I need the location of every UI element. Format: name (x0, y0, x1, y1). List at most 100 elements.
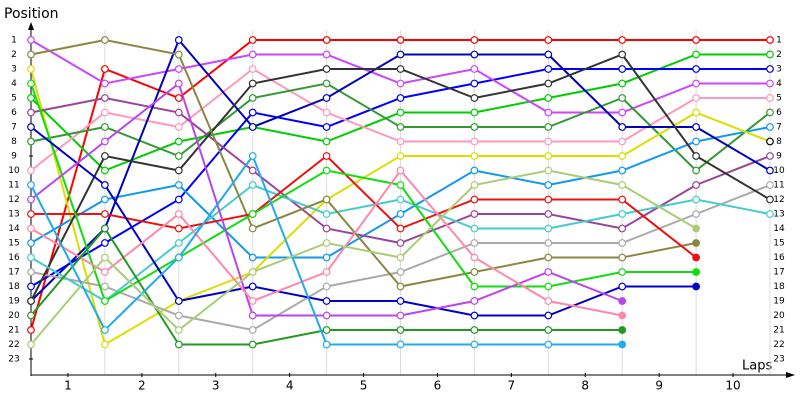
point (174, 94, 183, 102)
point (618, 195, 627, 204)
point (544, 79, 553, 88)
point (396, 36, 405, 44)
point (692, 224, 700, 233)
x-tick-label: 3 (212, 379, 220, 393)
y-axis-label: Position (4, 6, 59, 22)
y-tick-label: 20 (8, 311, 20, 321)
y-tick-label-right: 20 (773, 311, 785, 321)
point (174, 166, 183, 175)
point (470, 65, 479, 73)
point (27, 268, 35, 276)
point (396, 166, 405, 175)
point (27, 311, 35, 320)
point (322, 253, 331, 262)
point (618, 123, 627, 131)
point (248, 297, 257, 305)
point (174, 108, 183, 117)
point (322, 311, 331, 320)
x-tick-label: 7 (508, 379, 516, 393)
point (322, 297, 331, 305)
point (618, 224, 627, 233)
point (100, 94, 109, 102)
point (27, 181, 35, 189)
point (100, 195, 109, 204)
point (692, 108, 700, 117)
y-tick-label: 2 (11, 50, 17, 60)
point (174, 210, 183, 218)
x-tick-label: 5 (360, 379, 368, 393)
point (100, 340, 109, 349)
point (692, 137, 700, 146)
point (396, 210, 405, 218)
point (27, 94, 35, 102)
point (618, 181, 627, 189)
point (766, 166, 774, 175)
point (618, 210, 627, 218)
point (692, 181, 700, 189)
y-tick-label: 9 (11, 152, 17, 162)
point (322, 94, 331, 102)
point (396, 181, 405, 189)
point (248, 326, 257, 334)
point (322, 79, 331, 88)
y-tick-label-right: 22 (773, 340, 784, 350)
point (692, 253, 700, 262)
point (100, 65, 109, 73)
y-tick-label: 21 (8, 326, 19, 336)
point (396, 239, 405, 247)
point (618, 36, 627, 44)
point (544, 268, 553, 276)
point (174, 123, 183, 131)
point (248, 181, 257, 189)
x-tick-label: 6 (434, 379, 442, 393)
point (618, 50, 627, 59)
point (100, 36, 109, 44)
y-tick-label: 1 (11, 36, 17, 46)
point (100, 181, 109, 189)
point (470, 268, 479, 276)
point (100, 268, 109, 276)
point (248, 253, 257, 262)
point (322, 50, 331, 59)
y-tick-label-right: 12 (773, 195, 784, 205)
point (766, 137, 774, 146)
point (174, 195, 183, 204)
x-axis-label: Laps (742, 359, 772, 374)
point (470, 123, 479, 131)
point (618, 253, 627, 262)
point (766, 123, 774, 131)
point (27, 65, 35, 73)
point (692, 166, 700, 175)
y-tick-label-right: 4 (776, 79, 782, 89)
point (470, 253, 479, 262)
y-tick-label: 3 (11, 65, 17, 75)
point (470, 297, 479, 305)
y-tick-label: 7 (11, 123, 17, 133)
y-tick-label: 13 (8, 210, 19, 220)
point (174, 137, 183, 146)
point (470, 282, 479, 291)
point (544, 65, 553, 73)
point (27, 282, 35, 291)
y-tick-label: 4 (11, 79, 17, 89)
point (470, 311, 479, 320)
point (618, 137, 627, 146)
y-tick-label-right: 18 (773, 282, 785, 292)
point (766, 152, 774, 160)
point (544, 253, 553, 262)
x-tick-label: 2 (138, 379, 146, 393)
point (692, 282, 700, 291)
point (100, 326, 109, 334)
point (396, 224, 405, 233)
point (692, 123, 700, 131)
y-tick-label: 5 (11, 94, 17, 104)
point (470, 36, 479, 44)
point (248, 36, 257, 44)
point (174, 253, 183, 262)
point (544, 137, 553, 146)
x-tick-label: 4 (286, 379, 294, 393)
point (692, 152, 700, 160)
point (692, 268, 700, 276)
